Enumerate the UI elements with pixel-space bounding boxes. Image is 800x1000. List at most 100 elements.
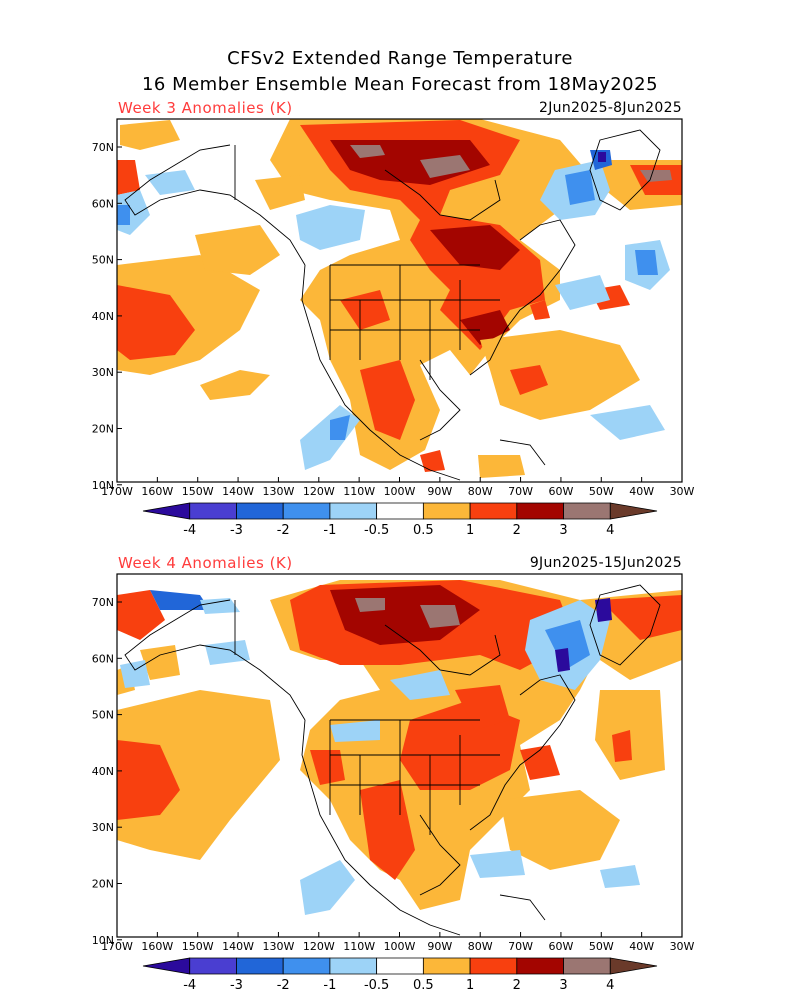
week4-dates: 9Jun2025-15Jun2025 xyxy=(529,555,682,571)
colorbar-swatch xyxy=(422,502,471,520)
anomaly-region xyxy=(420,605,460,628)
anomaly-region xyxy=(117,740,180,820)
anomaly-region xyxy=(117,205,130,225)
colorbar-label: -1 xyxy=(323,523,336,538)
colorbar-label: -4 xyxy=(183,978,196,993)
anomaly-region xyxy=(565,170,595,205)
colorbar-label: 0.5 xyxy=(413,523,434,538)
anomaly-region xyxy=(478,455,525,478)
anomaly-region xyxy=(350,145,385,158)
colorbar-label: 1 xyxy=(466,523,474,538)
colorbar-label: -3 xyxy=(230,978,243,993)
lat-tick-label: 60N xyxy=(92,652,114,665)
week3-dates: 2Jun2025-8Jun2025 xyxy=(539,100,682,116)
lat-tick-label: 30N xyxy=(92,821,114,834)
anomaly-region xyxy=(640,170,672,182)
anomaly-region xyxy=(117,590,165,640)
anomaly-region xyxy=(150,590,210,610)
lat-tick-label: 40N xyxy=(92,765,114,778)
colorbar-label: -4 xyxy=(183,523,196,538)
lon-tick-label: 90W xyxy=(427,485,452,498)
colorbar-swatch xyxy=(189,502,237,520)
colorbar-label: 0.5 xyxy=(413,978,434,993)
lat-tick-label: 50N xyxy=(92,709,114,722)
week4-map xyxy=(117,574,682,937)
week3-map xyxy=(117,119,682,482)
anomaly-region xyxy=(355,598,385,612)
colorbar-swatch xyxy=(282,502,331,520)
colorbar-swatch xyxy=(329,957,378,975)
colorbar-swatch xyxy=(236,502,284,520)
lon-tick-label: 80W xyxy=(468,940,493,953)
anomaly-region xyxy=(600,865,640,888)
anomaly-region xyxy=(430,225,520,270)
lon-tick-label: 110W xyxy=(343,485,375,498)
anomaly-region xyxy=(120,660,150,688)
colorbar-swatch xyxy=(516,502,564,520)
colorbar-label: 2 xyxy=(513,978,521,993)
anomaly-region xyxy=(330,720,380,742)
lat-tick-label: 70N xyxy=(92,596,114,609)
anomaly-region xyxy=(330,415,350,440)
anomaly-region xyxy=(500,790,620,870)
anomaly-region xyxy=(455,685,510,730)
anomaly-region xyxy=(310,750,345,785)
colorbar-label: -3 xyxy=(230,523,243,538)
week4-label: Week 4 Anomalies (K) xyxy=(118,554,293,572)
anomaly-region xyxy=(555,275,610,310)
anomaly-region xyxy=(117,690,280,860)
lon-tick-label: 50W xyxy=(589,485,614,498)
anomaly-region xyxy=(520,745,560,780)
lon-tick-label: 160W xyxy=(141,485,173,498)
anomaly-region xyxy=(200,370,270,400)
colorbar-swatch xyxy=(236,957,284,975)
anomaly-region xyxy=(117,285,195,360)
lon-tick-label: 150W xyxy=(182,485,214,498)
lon-tick-label: 130W xyxy=(262,940,294,953)
colorbar-label: 4 xyxy=(606,523,614,538)
lon-tick-label: 140W xyxy=(222,940,254,953)
lon-tick-label: 80W xyxy=(468,485,493,498)
anomaly-region xyxy=(360,360,415,440)
colorbar-swatch xyxy=(376,502,424,520)
lon-tick-label: 70W xyxy=(508,485,533,498)
colorbar-label: 3 xyxy=(559,523,567,538)
anomaly-region xyxy=(145,170,195,195)
lon-tick-label: 100W xyxy=(384,485,416,498)
anomaly-region xyxy=(635,250,658,275)
lon-tick-label: 160W xyxy=(141,940,173,953)
lon-tick-label: 40W xyxy=(629,485,654,498)
colorbar-label: 4 xyxy=(606,978,614,993)
colorbar-swatch xyxy=(142,502,191,520)
lon-tick-label: 100W xyxy=(384,940,416,953)
lon-tick-label: 120W xyxy=(303,485,335,498)
anomaly-region xyxy=(270,119,590,470)
lat-tick-label: 30N xyxy=(92,366,114,379)
anomaly-region xyxy=(598,152,606,162)
anomaly-region xyxy=(612,730,632,762)
lon-tick-label: 130W xyxy=(262,485,294,498)
colorbar-label: 3 xyxy=(559,978,567,993)
lon-tick-label: 60W xyxy=(548,940,573,953)
colorbar-swatch xyxy=(469,957,518,975)
anomaly-region xyxy=(460,310,510,345)
title-line-1: CFSv2 Extended Range Temperature xyxy=(227,48,573,69)
anomaly-region xyxy=(360,780,415,880)
colorbar-label: -2 xyxy=(277,978,290,993)
colorbar-swatch xyxy=(563,502,611,520)
anomaly-region xyxy=(600,595,682,640)
anomaly-region xyxy=(200,598,240,614)
colorbar-label: -0.5 xyxy=(364,523,389,538)
colorbar-swatch xyxy=(189,957,237,975)
colorbar-swatch xyxy=(563,957,611,975)
colorbar-label: 1 xyxy=(466,978,474,993)
colorbar-swatch xyxy=(422,957,471,975)
title-line-2: 16 Member Ensemble Mean Forecast from 18… xyxy=(141,74,659,95)
colorbar-swatch xyxy=(609,957,658,975)
lat-tick-label: 40N xyxy=(92,310,114,323)
anomaly-region xyxy=(545,620,590,670)
lon-tick-label: 70W xyxy=(508,940,533,953)
lon-tick-label: 30W xyxy=(670,485,695,498)
